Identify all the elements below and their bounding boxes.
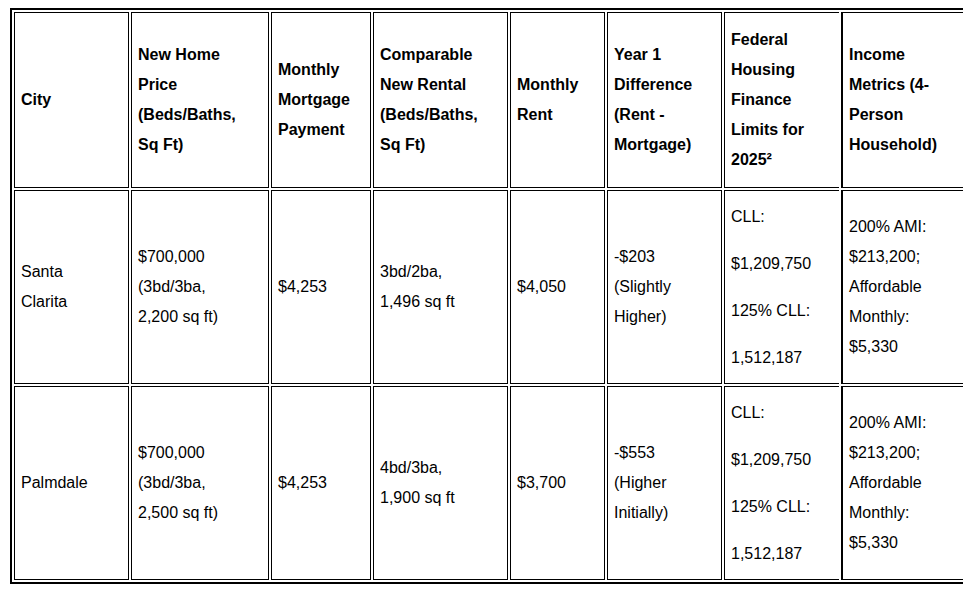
cell-federal-housing-finance-limits: CLL: $1,209,750 125% CLL: 1,512,187 — [724, 190, 839, 384]
cell-federal-housing-finance-limits: CLL: $1,209,750 125% CLL: 1,512,187 — [724, 386, 839, 580]
cell-income-metrics: 200% AMI: $213,200; Affordable Monthly: … — [841, 386, 963, 580]
cell-year1-difference: -$553 (Higher Initially) — [607, 386, 722, 580]
cell-monthly-mortgage-payment: $4,253 — [271, 386, 371, 580]
cell-city: Palmdale — [14, 386, 129, 580]
header-cell-city: City — [14, 12, 129, 188]
cell-monthly-rent: $4,050 — [510, 190, 605, 384]
cell-city: Santa Clarita — [14, 190, 129, 384]
header-cell-monthly-mortgage-payment: Monthly Mortgage Payment — [271, 12, 371, 188]
header-cell-year1-difference: Year 1 Difference (Rent - Mortgage) — [607, 12, 722, 188]
header-row: City New Home Price (Beds/Baths, Sq Ft) … — [14, 12, 963, 188]
cell-year1-difference: -$203 (Slightly Higher) — [607, 190, 722, 384]
table-row-palmdale: Palmdale $700,000 (3bd/3ba, 2,500 sq ft)… — [14, 386, 963, 580]
header-cell-comparable-new-rental: Comparable New Rental (Beds/Baths, Sq Ft… — [373, 12, 508, 188]
table-row-santa-clarita: Santa Clarita $700,000 (3bd/3ba, 2,200 s… — [14, 190, 963, 384]
cell-income-metrics: 200% AMI: $213,200; Affordable Monthly: … — [841, 190, 963, 384]
cell-new-home-price: $700,000 (3bd/3ba, 2,500 sq ft) — [131, 386, 269, 580]
header-cell-federal-housing-finance-limits: Federal Housing Finance Limits for 2025² — [724, 12, 839, 188]
cell-comparable-new-rental: 4bd/3ba, 1,900 sq ft — [373, 386, 508, 580]
document-page: City New Home Price (Beds/Baths, Sq Ft) … — [0, 0, 963, 603]
cell-monthly-mortgage-payment: $4,253 — [271, 190, 371, 384]
housing-comparison-table: City New Home Price (Beds/Baths, Sq Ft) … — [10, 8, 963, 584]
cell-new-home-price: $700,000 (3bd/3ba, 2,200 sq ft) — [131, 190, 269, 384]
cell-monthly-rent: $3,700 — [510, 386, 605, 580]
header-cell-monthly-rent: Monthly Rent — [510, 12, 605, 188]
cell-comparable-new-rental: 3bd/2ba, 1,496 sq ft — [373, 190, 508, 384]
header-cell-income-metrics: Income Metrics (4- Person Household) — [841, 12, 963, 188]
header-cell-new-home-price: New Home Price (Beds/Baths, Sq Ft) — [131, 12, 269, 188]
